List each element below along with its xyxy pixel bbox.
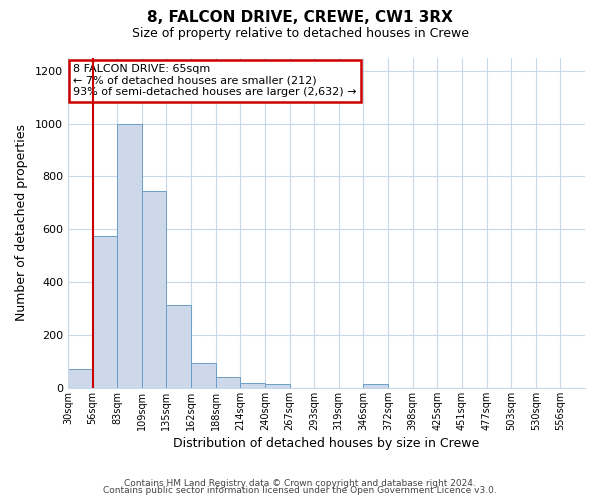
Bar bbox=[142, 191, 166, 388]
X-axis label: Distribution of detached houses by size in Crewe: Distribution of detached houses by size … bbox=[173, 437, 479, 450]
Text: 8, FALCON DRIVE, CREWE, CW1 3RX: 8, FALCON DRIVE, CREWE, CW1 3RX bbox=[147, 10, 453, 25]
Bar bbox=[166, 304, 191, 388]
Bar bbox=[68, 370, 92, 388]
Text: Size of property relative to detached houses in Crewe: Size of property relative to detached ho… bbox=[131, 28, 469, 40]
Text: Contains HM Land Registry data © Crown copyright and database right 2024.: Contains HM Land Registry data © Crown c… bbox=[124, 478, 476, 488]
Bar bbox=[364, 384, 388, 388]
Bar bbox=[92, 236, 117, 388]
Bar bbox=[240, 382, 265, 388]
Bar bbox=[265, 384, 290, 388]
Y-axis label: Number of detached properties: Number of detached properties bbox=[15, 124, 28, 321]
Text: Contains public sector information licensed under the Open Government Licence v3: Contains public sector information licen… bbox=[103, 486, 497, 495]
Bar bbox=[215, 378, 240, 388]
Text: 8 FALCON DRIVE: 65sqm
← 7% of detached houses are smaller (212)
93% of semi-deta: 8 FALCON DRIVE: 65sqm ← 7% of detached h… bbox=[73, 64, 356, 98]
Bar bbox=[117, 124, 142, 388]
Bar bbox=[191, 363, 215, 388]
